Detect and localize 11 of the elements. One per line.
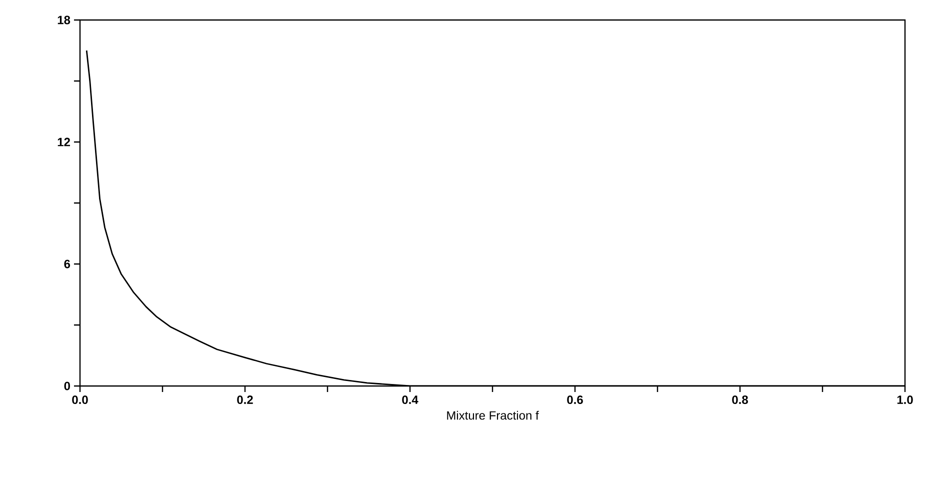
x-tick-label: 0.8 bbox=[732, 396, 748, 404]
x-tick-label: 0.0 bbox=[72, 396, 88, 404]
y-tick-label: 0 bbox=[64, 382, 70, 390]
x-tick-label: 0.6 bbox=[567, 396, 583, 404]
x-tick-label: 0.4 bbox=[402, 396, 418, 404]
y-tick-label: 12 bbox=[58, 138, 70, 146]
x-tick-label: 1.0 bbox=[897, 396, 913, 404]
x-axis-title: Mixture Fraction f bbox=[447, 410, 539, 420]
y-tick-label: 18 bbox=[58, 16, 70, 24]
y-tick-label: 6 bbox=[64, 260, 70, 268]
x-tick-label: 0.2 bbox=[237, 396, 253, 404]
